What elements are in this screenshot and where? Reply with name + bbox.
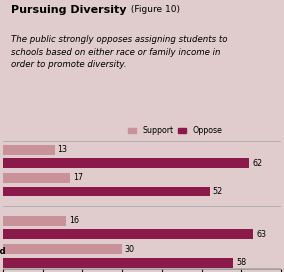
Bar <box>3 229 253 239</box>
Text: 62: 62 <box>252 159 262 168</box>
Text: 13: 13 <box>57 145 67 154</box>
Text: 17: 17 <box>73 174 83 183</box>
Text: (Figure 10): (Figure 10) <box>128 5 180 14</box>
Bar <box>3 145 55 154</box>
Bar <box>3 216 66 225</box>
Bar <box>3 173 70 183</box>
Bar <box>3 158 249 168</box>
Text: Consider
Racial
Background: Consider Racial Background <box>0 227 6 256</box>
Text: 58: 58 <box>236 258 246 267</box>
Text: Pursuing Diversity: Pursuing Diversity <box>11 5 127 16</box>
Text: 30: 30 <box>125 245 135 254</box>
Text: 16: 16 <box>69 216 79 225</box>
Legend: Support, Oppose: Support, Oppose <box>128 126 223 135</box>
Text: The public strongly opposes assigning students to
schools based on either race o: The public strongly opposes assigning st… <box>11 35 228 69</box>
Text: 52: 52 <box>212 187 223 196</box>
Bar <box>3 187 210 196</box>
Bar <box>3 244 122 254</box>
Bar <box>3 258 233 267</box>
Text: 63: 63 <box>256 230 266 239</box>
